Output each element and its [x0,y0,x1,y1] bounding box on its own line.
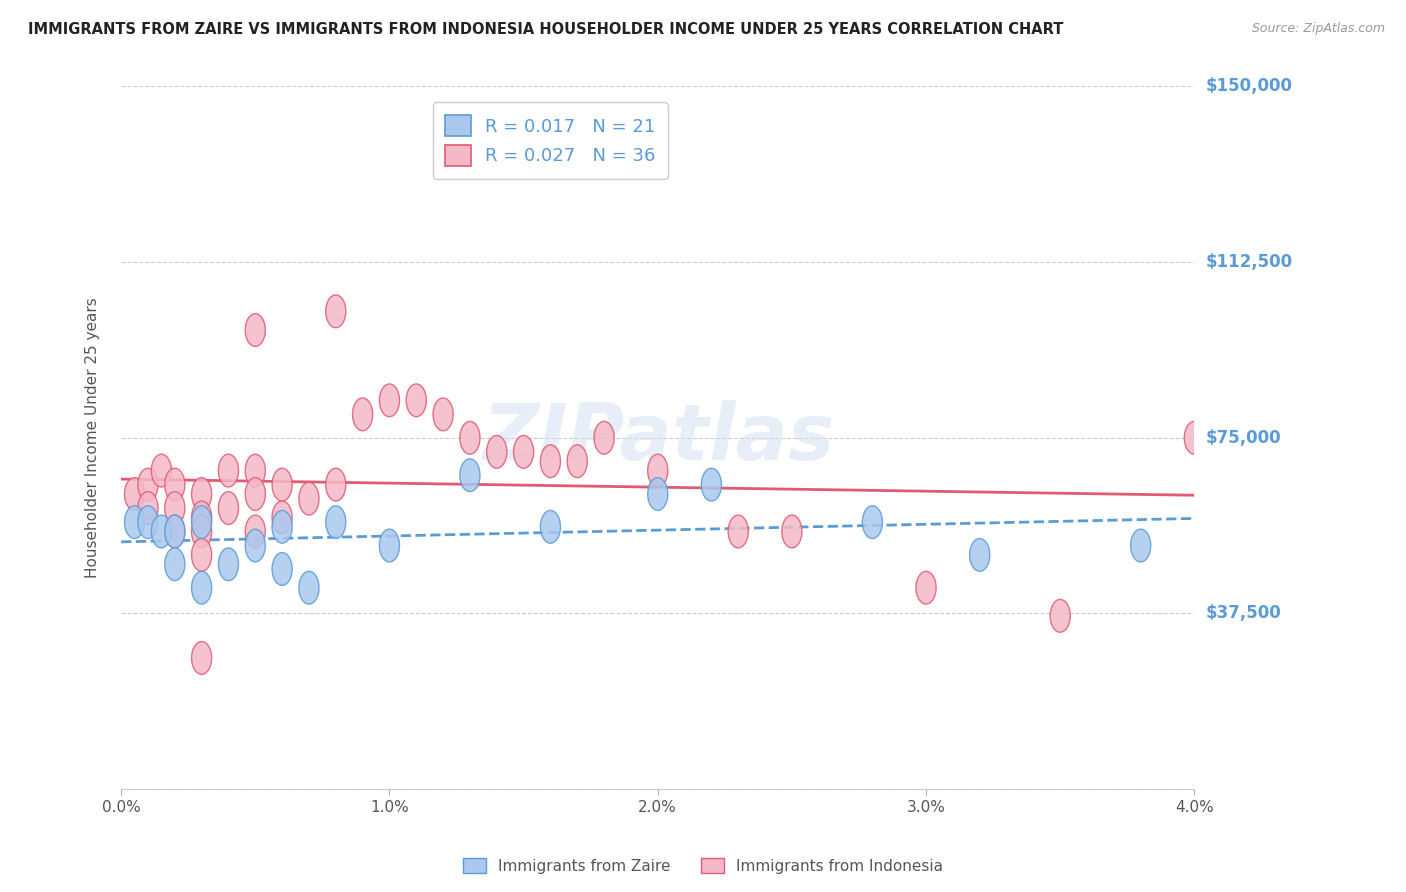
Ellipse shape [165,515,184,548]
Text: $150,000: $150,000 [1205,78,1292,95]
Ellipse shape [271,468,292,501]
Ellipse shape [152,454,172,487]
Ellipse shape [245,529,266,562]
Ellipse shape [191,515,212,548]
Ellipse shape [125,477,145,510]
Text: ZIPatlas: ZIPatlas [482,400,834,475]
Ellipse shape [138,468,157,501]
Ellipse shape [702,468,721,501]
Ellipse shape [138,491,157,524]
Ellipse shape [125,506,145,539]
Ellipse shape [728,515,748,548]
Ellipse shape [513,435,534,468]
Ellipse shape [191,506,212,539]
Ellipse shape [271,501,292,533]
Ellipse shape [245,515,266,548]
Text: $75,000: $75,000 [1205,429,1281,447]
Ellipse shape [138,506,157,539]
Ellipse shape [486,435,506,468]
Ellipse shape [648,477,668,510]
Text: Source: ZipAtlas.com: Source: ZipAtlas.com [1251,22,1385,36]
Ellipse shape [326,506,346,539]
Text: $112,500: $112,500 [1205,253,1292,271]
Text: $37,500: $37,500 [1205,605,1281,623]
Ellipse shape [165,468,184,501]
Ellipse shape [540,510,561,543]
Ellipse shape [540,445,561,477]
Ellipse shape [326,468,346,501]
Ellipse shape [862,506,883,539]
Ellipse shape [191,477,212,510]
Ellipse shape [1184,421,1205,454]
Ellipse shape [218,454,239,487]
Ellipse shape [245,477,266,510]
Ellipse shape [353,398,373,431]
Ellipse shape [271,510,292,543]
Ellipse shape [460,458,479,491]
Ellipse shape [245,314,266,346]
Ellipse shape [271,552,292,585]
Ellipse shape [1050,599,1070,632]
Ellipse shape [460,421,479,454]
Ellipse shape [191,539,212,571]
Ellipse shape [165,491,184,524]
Ellipse shape [380,529,399,562]
Ellipse shape [567,445,588,477]
Y-axis label: Householder Income Under 25 years: Householder Income Under 25 years [86,297,100,578]
Ellipse shape [165,548,184,581]
Ellipse shape [152,515,172,548]
Ellipse shape [915,571,936,604]
Ellipse shape [433,398,453,431]
Ellipse shape [406,384,426,417]
Ellipse shape [191,641,212,674]
Ellipse shape [593,421,614,454]
Ellipse shape [245,454,266,487]
Ellipse shape [326,295,346,327]
Ellipse shape [191,501,212,533]
Ellipse shape [380,384,399,417]
Ellipse shape [218,491,239,524]
Ellipse shape [648,454,668,487]
Ellipse shape [165,515,184,548]
Ellipse shape [1130,529,1150,562]
Ellipse shape [218,548,239,581]
Ellipse shape [299,571,319,604]
Ellipse shape [782,515,801,548]
Ellipse shape [191,571,212,604]
Legend: R = 0.017   N = 21, R = 0.027   N = 36: R = 0.017 N = 21, R = 0.027 N = 36 [433,103,668,178]
Legend: Immigrants from Zaire, Immigrants from Indonesia: Immigrants from Zaire, Immigrants from I… [457,852,949,880]
Text: IMMIGRANTS FROM ZAIRE VS IMMIGRANTS FROM INDONESIA HOUSEHOLDER INCOME UNDER 25 Y: IMMIGRANTS FROM ZAIRE VS IMMIGRANTS FROM… [28,22,1063,37]
Ellipse shape [299,483,319,515]
Ellipse shape [970,539,990,571]
